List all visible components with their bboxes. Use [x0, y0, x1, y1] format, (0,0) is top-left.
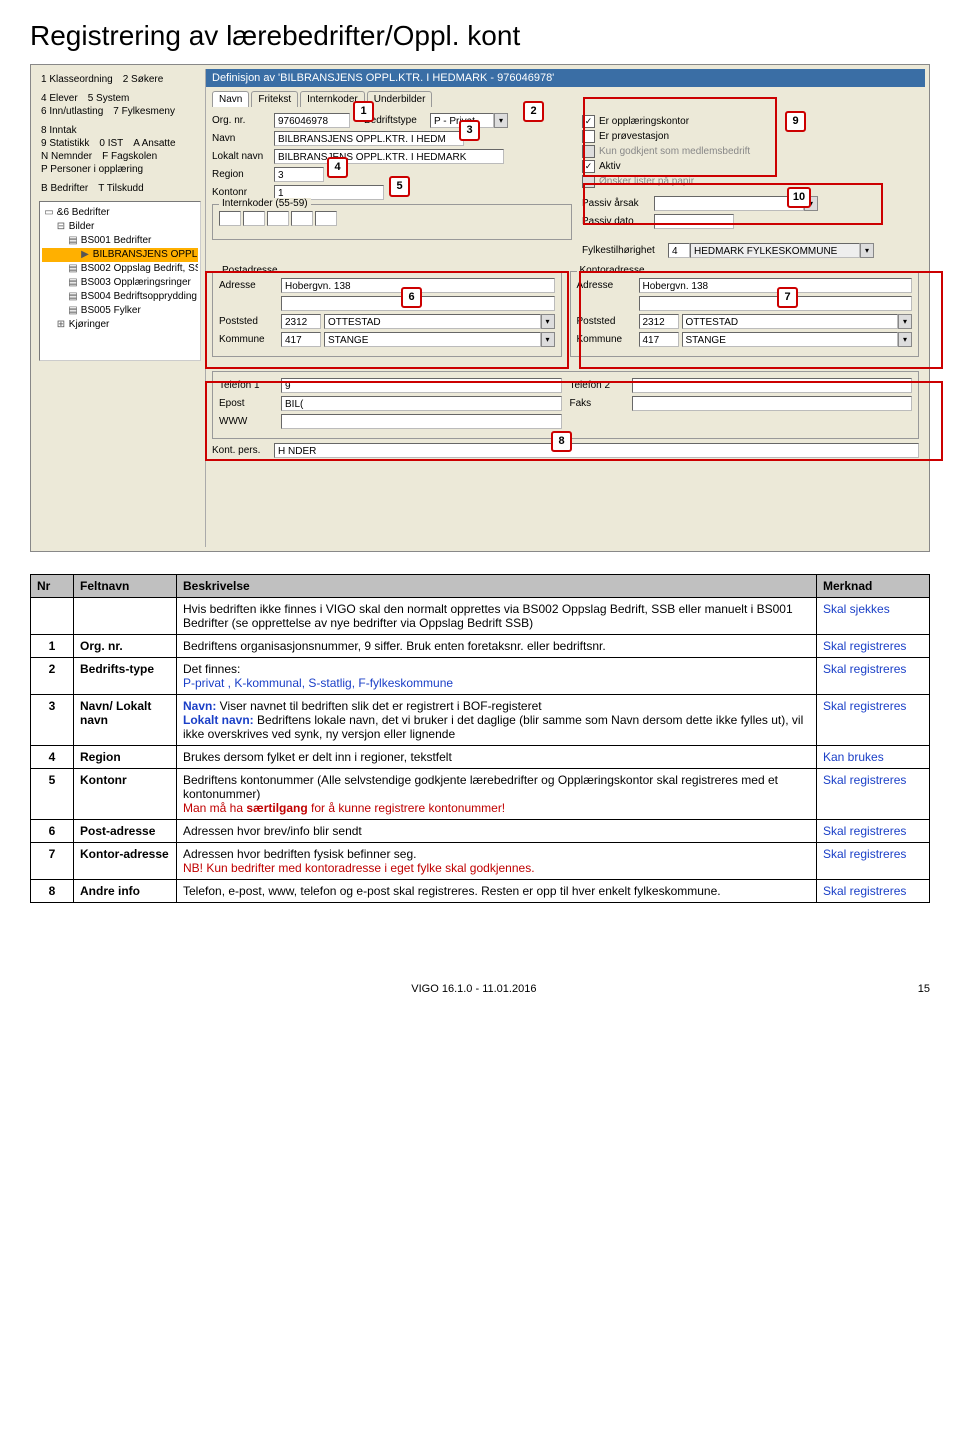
- tree-node[interactable]: ⊞ Kjøringer: [42, 318, 198, 332]
- table-row: Hvis bedriften ikke finnes i VIGO skal d…: [31, 598, 930, 635]
- callout-4: 4: [327, 157, 348, 178]
- tab[interactable]: Underbilder: [367, 91, 433, 107]
- menu-item[interactable]: F Fagskolen: [100, 150, 159, 163]
- callout-5: 5: [389, 176, 410, 197]
- menu-item[interactable]: 6 Inn/utlasting: [39, 105, 105, 118]
- callout-2: 2: [523, 101, 544, 122]
- checkbox[interactable]: [582, 130, 595, 143]
- page-footer: VIGO 16.1.0 - 11.01.2016 15: [30, 983, 930, 995]
- tree-node[interactable]: ▤ BS002 Oppslag Bedrift, SSB: [42, 262, 198, 276]
- tree-node[interactable]: ⊟ Bilder: [42, 220, 198, 234]
- checkbox: [582, 145, 595, 158]
- table-header: Beskrivelse: [177, 575, 817, 598]
- tree-view[interactable]: ▭ &6 Bedrifter⊟ Bilder▤ BS001 Bedrifter▶…: [39, 201, 201, 361]
- passiv-arsak-input[interactable]: [654, 196, 804, 211]
- table-row: 2Bedrifts-typeDet finnes:P-privat , K-ko…: [31, 658, 930, 695]
- callout-7: 7: [777, 287, 798, 308]
- postadresse-box: Postadresse AdresseHobergvn. 138 Postste…: [212, 271, 562, 357]
- menu-item[interactable]: 0 IST: [97, 137, 125, 150]
- tree-node[interactable]: ▤ BS003 Opplæringsringer: [42, 276, 198, 290]
- menu-item[interactable]: 7 Fylkesmeny: [111, 105, 177, 118]
- passiv-dato-input[interactable]: [654, 214, 734, 229]
- tab-bar[interactable]: NavnFritekstInternkoderUnderbilder: [212, 91, 919, 107]
- menu-item[interactable]: A Ansatte: [131, 137, 177, 150]
- bedriftstype-drop[interactable]: ▾: [494, 113, 508, 128]
- tree-node[interactable]: ▤ BS004 Bedriftsopprydding: [42, 290, 198, 304]
- menu-item[interactable]: 1 Klasseordning: [39, 73, 115, 86]
- menu-item[interactable]: 2 Søkere: [121, 73, 166, 86]
- table-row: 1Org. nr.Bedriftens organisasjonsnummer,…: [31, 635, 930, 658]
- menu-item[interactable]: 8 Inntak: [39, 124, 79, 137]
- table-row: 8Andre infoTelefon, e-post, www, telefon…: [31, 880, 930, 903]
- lokaltnavn-input[interactable]: BILBRANSJENS OPPL.KTR. I HEDMARK: [274, 149, 504, 164]
- navn-input[interactable]: BILBRANSJENS OPPL.KTR. I HEDM: [274, 131, 464, 146]
- kontoradresse-box: Kontoradresse AdresseHobergvn. 138 Posts…: [570, 271, 920, 357]
- description-table: NrFeltnavnBeskrivelseMerknad Hvis bedrif…: [30, 574, 930, 903]
- tree-node[interactable]: ▭ &6 Bedrifter: [42, 206, 198, 220]
- orgnr-input[interactable]: 976046978: [274, 113, 350, 128]
- menu-item[interactable]: T Tilskudd: [96, 182, 145, 195]
- menu-item[interactable]: 4 Elever: [39, 92, 80, 105]
- table-row: 4RegionBrukes dersom fylket er delt inn …: [31, 746, 930, 769]
- page-title: Registrering av lærebedrifter/Oppl. kont: [30, 20, 930, 52]
- callout-9: 9: [785, 111, 806, 132]
- callout-3: 3: [459, 120, 480, 141]
- table-row: 7Kontor-adresseAdressen hvor bedriften f…: [31, 843, 930, 880]
- menu-item[interactable]: 5 System: [86, 92, 132, 105]
- region-input[interactable]: 3: [274, 167, 324, 182]
- checkbox-group: ✓Er opplæringskontorEr prøvestasjonKun g…: [582, 115, 919, 188]
- callout-6: 6: [401, 287, 422, 308]
- row-orgnr: Org. nr. 976046978 Bedriftstype P - Priv…: [212, 113, 572, 128]
- tree-node[interactable]: ▤ BS001 Bedrifter: [42, 234, 198, 248]
- tree-node[interactable]: ▶ BILBRANSJENS OPPL.KTR. I HED: [42, 248, 198, 262]
- table-header: Nr: [31, 575, 74, 598]
- tree-node[interactable]: ▤ BS005 Fylker: [42, 304, 198, 318]
- table-header: Feltnavn: [74, 575, 177, 598]
- menu-item[interactable]: 9 Statistikk: [39, 137, 91, 150]
- menu-item[interactable]: B Bedrifter: [39, 182, 90, 195]
- menu-item[interactable]: P Personer i opplæring: [39, 163, 145, 176]
- callout-10: 10: [787, 187, 811, 208]
- window-titlebar: Definisjon av 'BILBRANSJENS OPPL.KTR. I …: [206, 69, 925, 87]
- menu-panel: 1 Klasseordning 2 Søkere 4 Elever 5 System6…: [35, 69, 206, 547]
- menu-item[interactable]: N Nemnder: [39, 150, 94, 163]
- checkbox[interactable]: ✓: [582, 115, 595, 128]
- checkbox[interactable]: ✓: [582, 160, 595, 173]
- callout-1: 1: [353, 101, 374, 122]
- app-screenshot: 1 Klasseordning2 Søkere4 Elever5 System6…: [30, 64, 930, 552]
- checkbox: [582, 175, 595, 188]
- table-row: 6Post-adresseAdressen hvor brev/info bli…: [31, 820, 930, 843]
- tab[interactable]: Fritekst: [251, 91, 298, 107]
- table-row: 5KontonrBedriftens kontonummer (Alle sel…: [31, 769, 930, 820]
- table-header: Merknad: [817, 575, 930, 598]
- table-row: 3Navn/ Lokalt navnNavn: Viser navnet til…: [31, 695, 930, 746]
- form-panel: Definisjon av 'BILBRANSJENS OPPL.KTR. I …: [206, 69, 925, 547]
- callout-8: 8: [551, 431, 572, 452]
- tab[interactable]: Navn: [212, 91, 249, 107]
